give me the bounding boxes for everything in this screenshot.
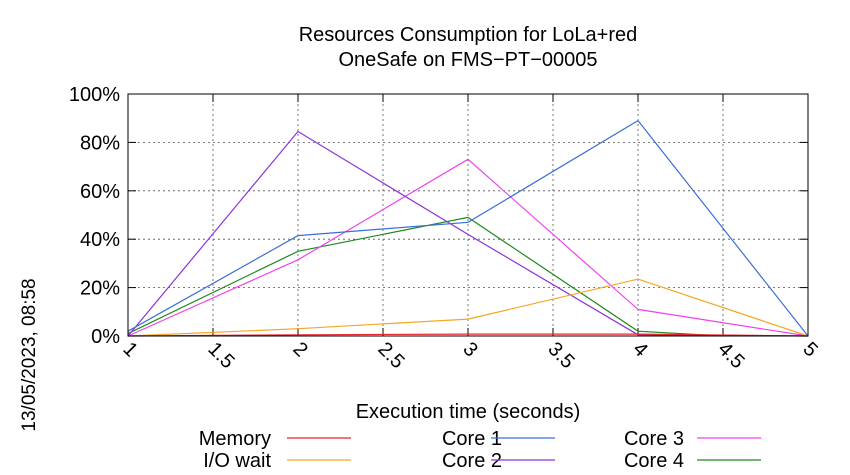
series-line-core-1: [127, 119, 809, 337]
chart-title-line-2: OneSafe on FMS−PT−00005: [338, 49, 597, 71]
x-tick-label: 2: [288, 338, 311, 361]
timestamp: 13/05/2023, 08:58: [19, 278, 40, 431]
y-tick-label: 20%: [80, 278, 120, 300]
legend-label-memory: Memory: [199, 428, 271, 450]
x-tick-label: 1.5: [203, 338, 238, 373]
plot-frame: [127, 93, 809, 337]
y-tick-label: 0%: [91, 326, 120, 348]
x-tick-label: 4: [628, 338, 651, 361]
legend-label-core-1: Core 1: [442, 428, 502, 450]
x-tick-label: 3: [458, 338, 481, 361]
x-axis-label: Execution time (seconds): [356, 401, 581, 423]
y-tick-label: 40%: [80, 229, 120, 251]
series-lines: [127, 119, 809, 337]
chart-title-line-1: Resources Consumption for LoLa+red: [299, 24, 638, 46]
x-tick-label: 3.5: [543, 338, 578, 373]
x-tick-label: 2.5: [373, 338, 408, 373]
y-tick-label: 80%: [80, 132, 120, 154]
series-line-i-o-wait: [127, 278, 809, 337]
x-tick-label: 4.5: [713, 338, 748, 373]
legend-label-core-4: Core 4: [624, 450, 684, 472]
grid-lines: [128, 94, 808, 336]
legend-label-core-3: Core 3: [624, 428, 684, 450]
series-line-memory: [127, 333, 809, 337]
series-line-core-3: [127, 158, 809, 337]
y-tick-label: 100%: [69, 84, 120, 106]
legend-label-core-2: Core 2: [442, 450, 502, 472]
series-line-core-4: [127, 216, 724, 337]
x-tick-label: 1: [118, 338, 141, 361]
x-tick-label: 5: [798, 338, 821, 361]
legend-label-i-o-wait: I/O wait: [203, 450, 271, 472]
y-tick-label: 60%: [80, 181, 120, 203]
y-axis-ticks: 0% 20% 40% 60% 80% 100%: [69, 84, 808, 348]
